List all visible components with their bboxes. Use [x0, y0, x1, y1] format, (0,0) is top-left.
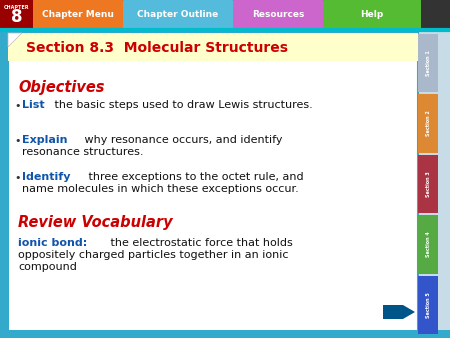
Text: Section 2: Section 2: [426, 111, 431, 137]
FancyBboxPatch shape: [0, 0, 34, 30]
Text: ionic bond:: ionic bond:: [18, 238, 87, 248]
Text: List: List: [22, 100, 45, 110]
Text: the basic steps used to draw Lewis structures.: the basic steps used to draw Lewis struc…: [51, 100, 313, 110]
Text: Section 8.3  Molecular Structures: Section 8.3 Molecular Structures: [26, 41, 288, 55]
Text: Section 1: Section 1: [426, 50, 431, 76]
Text: Review Vocabulary: Review Vocabulary: [18, 215, 173, 230]
Text: Help: Help: [360, 10, 383, 19]
Text: Resources: Resources: [252, 10, 304, 19]
FancyBboxPatch shape: [8, 33, 418, 335]
Text: the electrostatic force that holds: the electrostatic force that holds: [108, 238, 293, 248]
FancyBboxPatch shape: [33, 0, 123, 30]
FancyBboxPatch shape: [418, 155, 438, 213]
FancyBboxPatch shape: [123, 0, 233, 30]
Text: Section 3: Section 3: [426, 171, 431, 197]
Text: three exceptions to the octet rule, and: three exceptions to the octet rule, and: [85, 172, 303, 182]
Text: why resonance occurs, and identify: why resonance occurs, and identify: [81, 135, 282, 145]
Text: 8: 8: [11, 8, 23, 26]
Text: Chapter Outline: Chapter Outline: [137, 10, 219, 19]
FancyBboxPatch shape: [418, 34, 438, 92]
Text: •: •: [14, 136, 21, 146]
FancyBboxPatch shape: [0, 330, 450, 338]
Text: oppositely charged particles together in an ionic: oppositely charged particles together in…: [18, 250, 288, 260]
Text: Objectives: Objectives: [18, 80, 104, 95]
FancyBboxPatch shape: [418, 275, 438, 334]
Text: resonance structures.: resonance structures.: [22, 147, 144, 157]
FancyBboxPatch shape: [418, 215, 438, 273]
Polygon shape: [383, 305, 415, 319]
Text: •: •: [14, 101, 21, 111]
Text: name molecules in which these exceptions occur.: name molecules in which these exceptions…: [22, 184, 299, 194]
FancyBboxPatch shape: [418, 94, 438, 153]
Text: Explain: Explain: [22, 135, 68, 145]
Text: •: •: [14, 173, 21, 183]
Text: Identify: Identify: [22, 172, 71, 182]
FancyBboxPatch shape: [0, 0, 450, 30]
Polygon shape: [8, 33, 22, 47]
Text: Section 5: Section 5: [426, 292, 431, 318]
Text: Chapter Menu: Chapter Menu: [42, 10, 114, 19]
Text: CHAPTER: CHAPTER: [4, 5, 30, 10]
FancyBboxPatch shape: [0, 30, 8, 338]
FancyBboxPatch shape: [233, 0, 323, 30]
FancyBboxPatch shape: [323, 0, 421, 30]
Text: compound: compound: [18, 262, 77, 272]
FancyBboxPatch shape: [8, 33, 418, 61]
Text: Section 4: Section 4: [426, 232, 431, 257]
